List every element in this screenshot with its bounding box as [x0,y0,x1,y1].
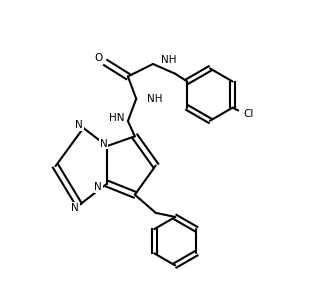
Text: N: N [71,203,79,213]
Text: NH: NH [161,55,176,65]
Text: N: N [75,120,83,130]
Text: Cl: Cl [243,109,253,119]
Text: HN: HN [109,113,125,123]
Text: N: N [100,139,107,149]
Text: O: O [94,53,103,63]
Text: NH: NH [147,94,162,104]
Text: N: N [94,182,102,192]
